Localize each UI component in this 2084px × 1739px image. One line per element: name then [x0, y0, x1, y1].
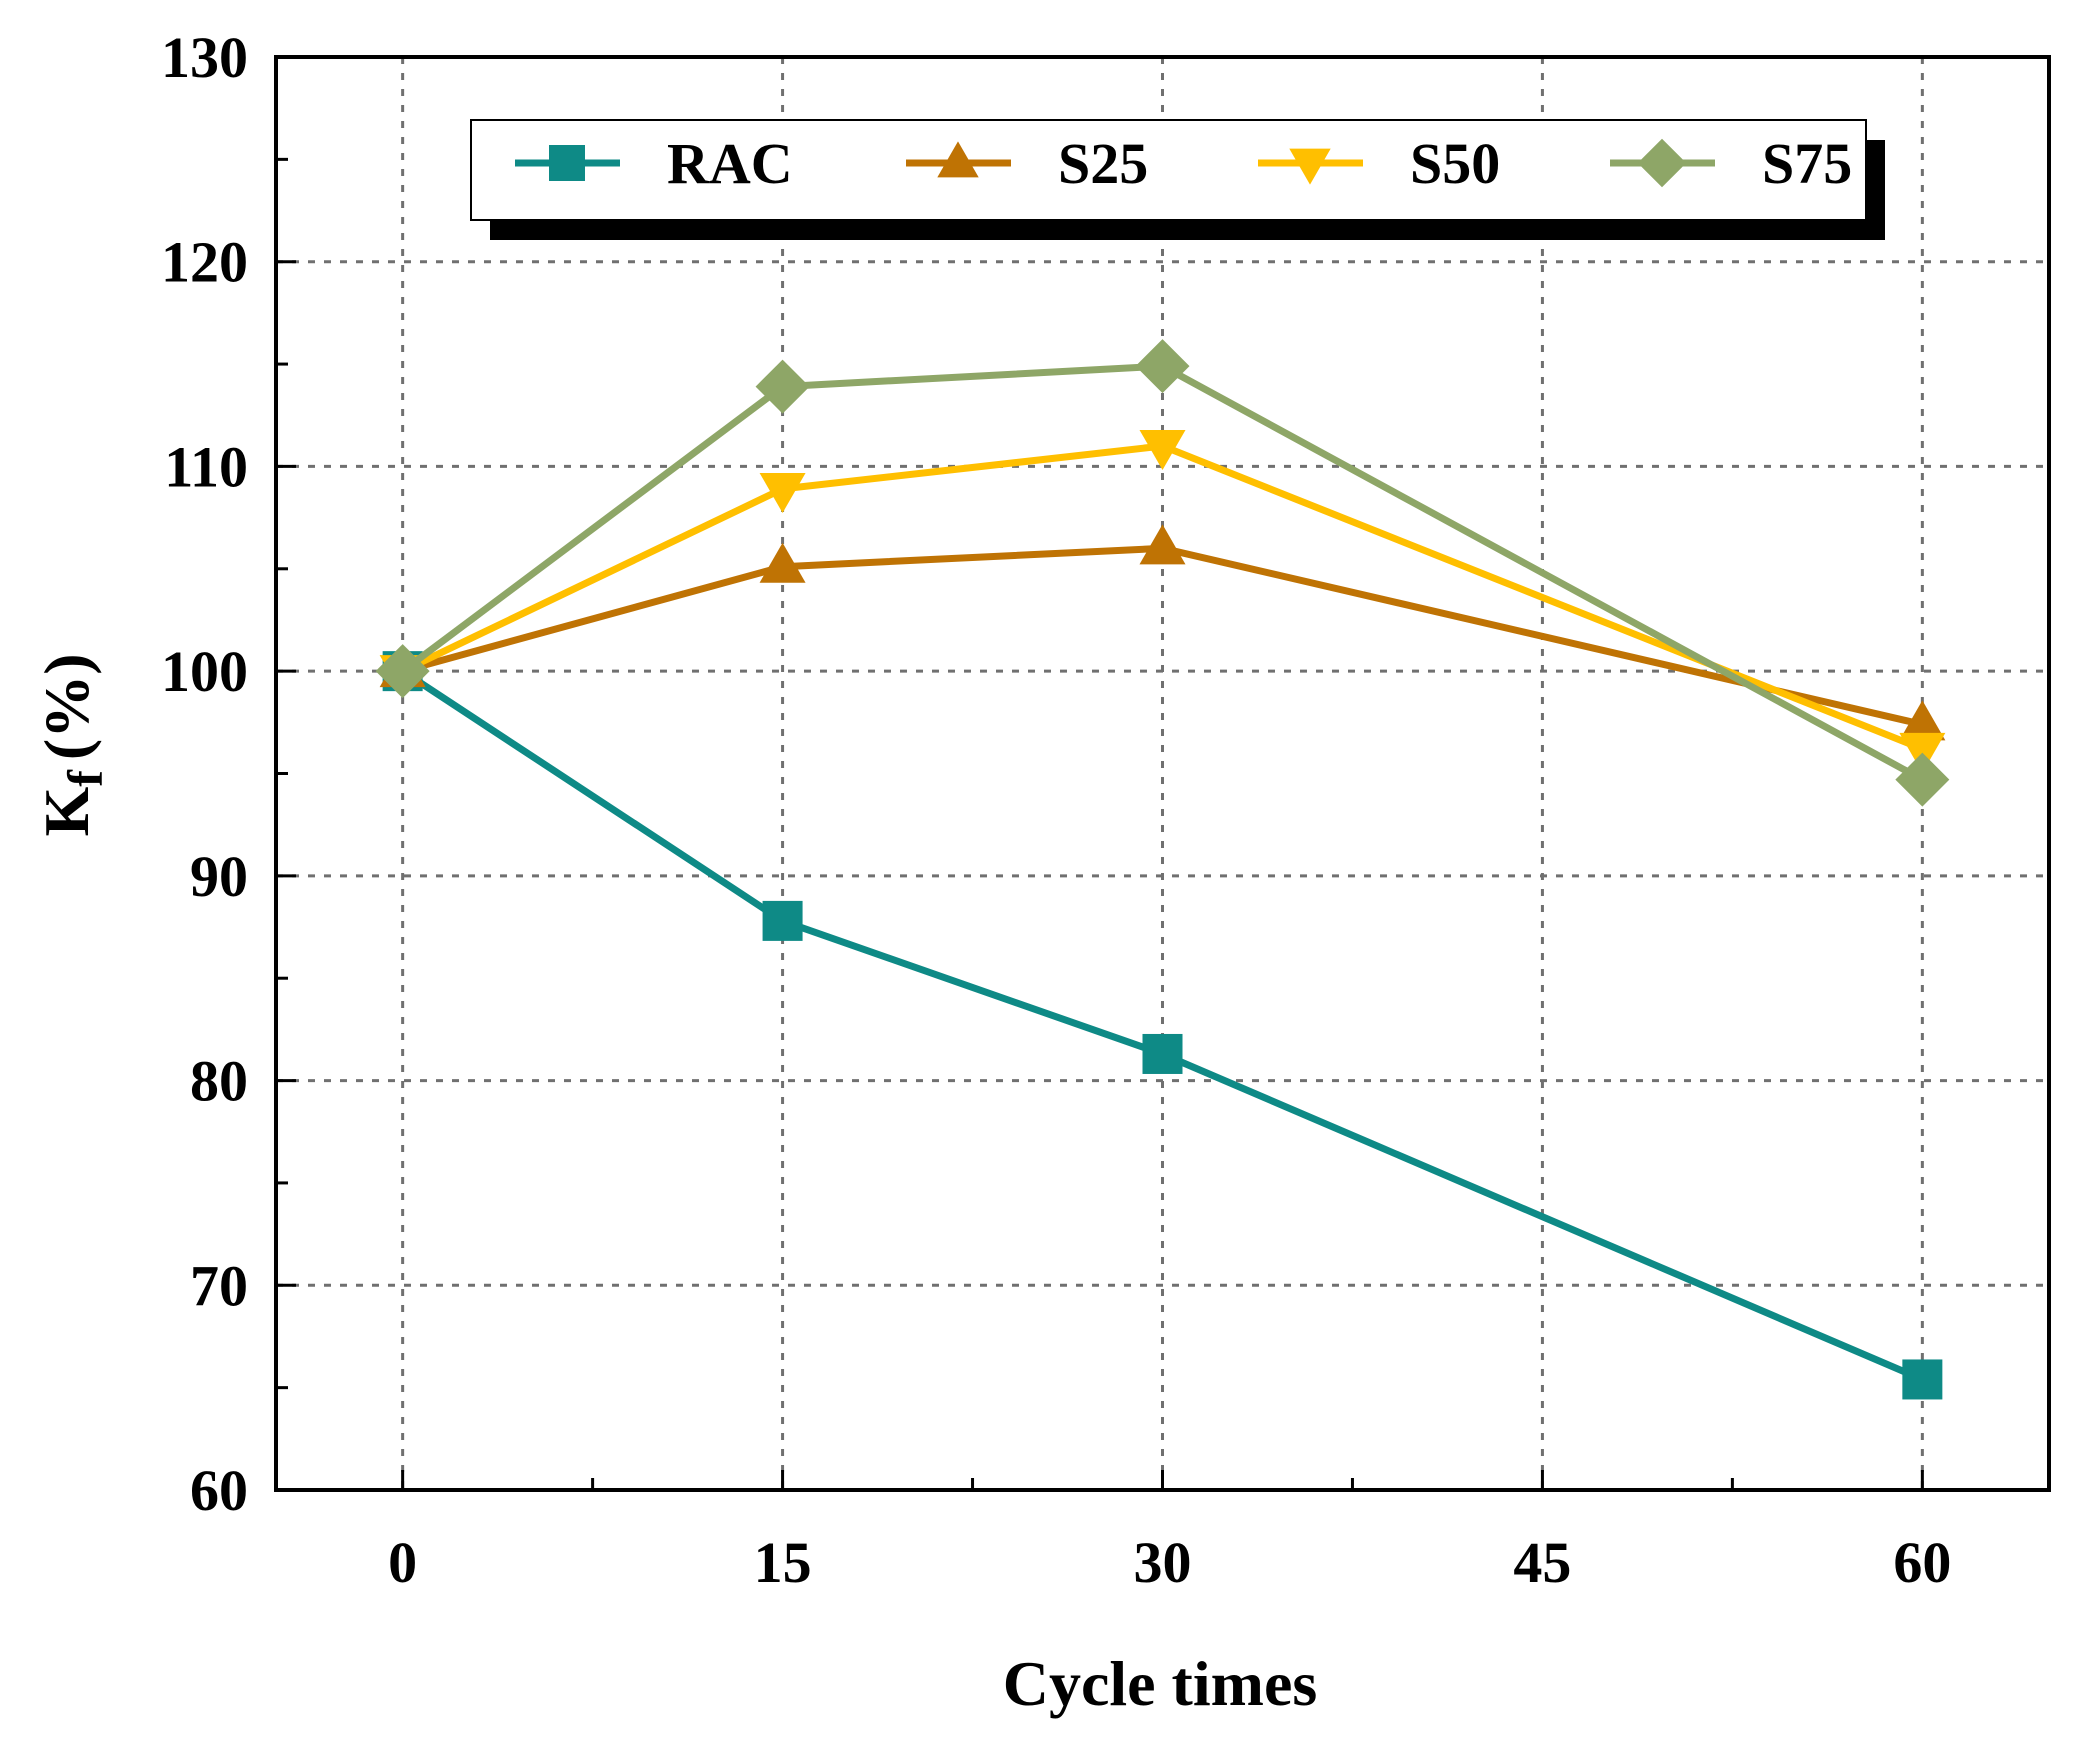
legend-label-s50: S50 — [1410, 131, 1500, 196]
data-point-s75 — [375, 644, 430, 699]
x-tick-label: 0 — [388, 1530, 417, 1595]
series-layer — [375, 339, 1950, 1400]
data-point-s25 — [1139, 524, 1186, 565]
legend-marker-s75 — [1637, 138, 1687, 188]
series-s75 — [375, 339, 1950, 807]
legend-label-rac: RAC — [667, 131, 793, 196]
x-tick-label: 30 — [1134, 1530, 1192, 1595]
data-point-rac — [1142, 1033, 1183, 1074]
legend-marker-rac — [549, 145, 585, 181]
data-point-s75 — [755, 359, 810, 414]
y-tick-label: 110 — [164, 434, 248, 499]
grid — [276, 57, 2049, 1490]
y-tick-label: 130 — [161, 25, 248, 90]
data-point-s50 — [759, 472, 806, 513]
legend-item-s25: S25 — [906, 131, 1148, 196]
series-line-s50 — [401, 442, 1924, 753]
x-tick-label: 45 — [1513, 1530, 1571, 1595]
legend-item-rac: RAC — [515, 131, 793, 196]
y-axis-title: Kf (%) — [31, 653, 113, 836]
legend-label-s25: S25 — [1058, 131, 1148, 196]
legend-marker-s50 — [1289, 148, 1331, 185]
data-point-rac — [1902, 1359, 1943, 1400]
x-axis-title: Cycle times — [1003, 1648, 1318, 1719]
y-tick-label: 120 — [161, 230, 248, 295]
y-tick-label: 70 — [190, 1253, 248, 1318]
axis-ticks — [276, 55, 1924, 1492]
y-tick-label: 90 — [190, 844, 248, 909]
y-axis-title-main: K — [31, 787, 102, 837]
data-point-s25 — [759, 542, 806, 583]
series-line-s75 — [400, 362, 1925, 783]
y-axis-title-subscript: f — [57, 769, 113, 787]
legend-item-s75: S75 — [1610, 131, 1852, 196]
data-point-s50 — [1139, 429, 1186, 470]
y-tick-label: 80 — [190, 1049, 248, 1114]
series-line-rac — [400, 668, 1924, 1383]
x-tick-label: 60 — [1893, 1530, 1951, 1595]
data-point-s75 — [1135, 339, 1190, 394]
y-tick-label: 60 — [190, 1458, 248, 1523]
legend-item-s50: S50 — [1258, 131, 1500, 196]
y-tick-labels: 60 70 80 90 100 110 120 130 — [161, 25, 248, 1523]
legend-label-s75: S75 — [1762, 131, 1852, 196]
legend-box — [470, 119, 1867, 221]
y-axis-title-unit: (%) — [31, 653, 102, 760]
data-point-rac — [762, 900, 803, 941]
x-tick-label: 15 — [754, 1530, 812, 1595]
legend-marker-s25 — [937, 141, 979, 178]
data-point-s25 — [1899, 700, 1946, 741]
series-line-s25 — [401, 544, 1924, 728]
series-s25 — [379, 524, 1946, 741]
legend: RAC S25 S50 S75 — [470, 119, 1885, 240]
data-point-s75 — [1895, 752, 1950, 807]
y-tick-label: 100 — [161, 639, 248, 704]
x-tick-labels: 0 15 30 45 60 — [388, 1530, 1951, 1595]
